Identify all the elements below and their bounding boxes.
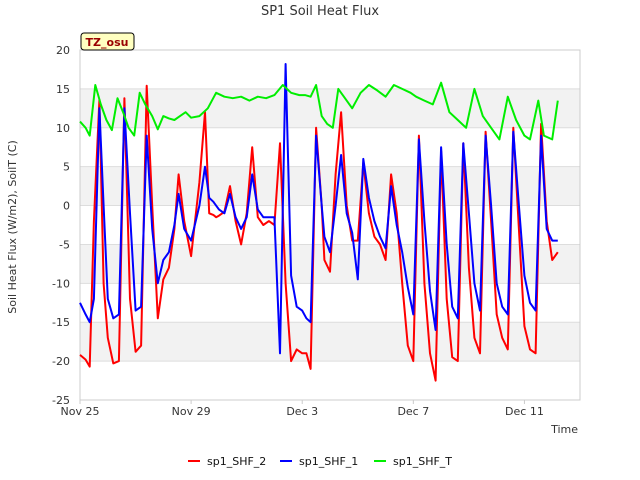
series-line-sp1_SHF_1 [79,63,558,355]
y-tick-label: 10 [56,122,70,135]
plot-frame [79,49,581,401]
y-tick-label: 15 [56,83,70,96]
y-axis-title: Soil Heat Flux (W/m2), SoilT (C) [6,140,19,313]
x-axis-title: Time [550,423,578,436]
x-tick-label: Dec 11 [505,405,544,418]
y-tick-label: 0 [63,200,70,213]
x-tick-label: Dec 7 [397,405,429,418]
legend-label-sp1_SHF_T: sp1_SHF_T [393,455,452,468]
chart-title: SP1 Soil Heat Flux [261,4,379,19]
legend-label-sp1_SHF_1: sp1_SHF_1 [299,455,358,468]
y-tick-label: -25 [52,394,70,407]
series-layer [79,63,559,382]
y-tick-labels: -25 -20 -15 -10 -5 0 5 10 15 20 [52,44,70,407]
tz-badge-label: TZ_osu [86,36,129,49]
y-tick-label: -10 [52,277,70,290]
y-tick-label: 5 [63,161,70,174]
plot-bands [80,88,580,362]
y-tick-label: -15 [52,316,70,329]
y-tick-label: -5 [59,238,70,251]
series-line-sp1_SHF_T [79,81,559,141]
plot-band [80,322,580,362]
tz-badge-box [80,32,135,51]
x-tick-label: Nov 25 [61,405,100,418]
legend-label-sp1_SHF_2: sp1_SHF_2 [207,455,266,468]
plot-band [80,88,580,128]
x-tick-label: Dec 3 [286,405,318,418]
legend: sp1_SHF_2 sp1_SHF_1 sp1_SHF_T [188,455,452,468]
plot-band [80,166,580,206]
y-tick-label: -20 [52,355,70,368]
x-tick-labels: Nov 25 Nov 29 Dec 3 Dec 7 Dec 11 [61,405,544,418]
y-tick-label: 20 [56,44,70,57]
tz-badge: TZ_osu [80,32,135,51]
x-tick-label: Nov 29 [172,405,211,418]
